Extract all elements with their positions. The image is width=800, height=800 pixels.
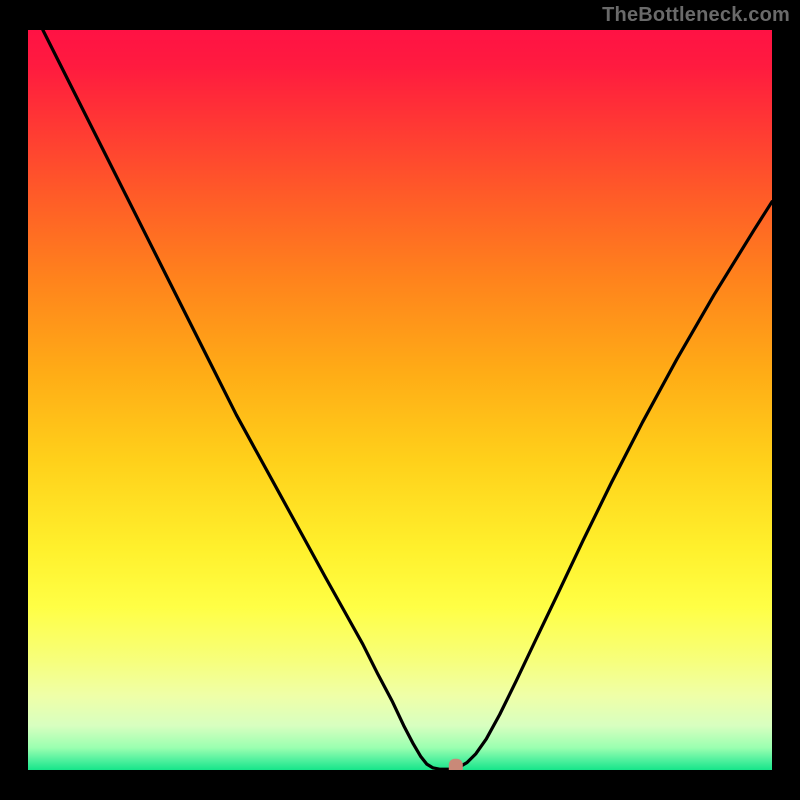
plot-background [28, 30, 772, 770]
bottleneck-chart [0, 0, 800, 800]
chart-container: { "watermark": { "text": "TheBottleneck.… [0, 0, 800, 800]
watermark-text: TheBottleneck.com [602, 4, 790, 27]
optimal-point-marker [449, 759, 463, 777]
